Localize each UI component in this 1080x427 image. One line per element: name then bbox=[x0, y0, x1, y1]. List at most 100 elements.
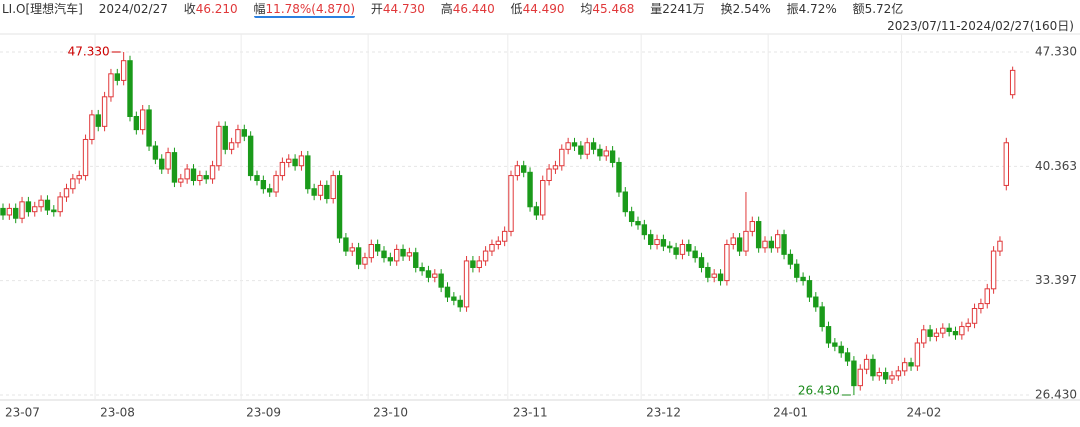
candle-body bbox=[32, 206, 38, 213]
candle-body bbox=[717, 273, 724, 282]
candle-body bbox=[51, 209, 57, 213]
candle-body bbox=[565, 142, 571, 150]
candle-body bbox=[13, 207, 19, 219]
candle-body bbox=[533, 206, 540, 216]
candle-body bbox=[101, 96, 108, 127]
candle-body bbox=[286, 158, 292, 163]
candle-body bbox=[800, 276, 806, 282]
candle-body bbox=[171, 152, 178, 183]
candle-body bbox=[400, 248, 406, 257]
candle-body bbox=[413, 252, 419, 268]
y-tick-label: 40.363 bbox=[1035, 159, 1077, 173]
candle-body bbox=[394, 248, 400, 262]
candle-body bbox=[419, 266, 425, 272]
candle-body bbox=[908, 362, 914, 367]
candle-body bbox=[946, 327, 952, 332]
candle-body bbox=[736, 237, 743, 252]
candle-body bbox=[247, 135, 254, 177]
candle-body bbox=[641, 224, 648, 236]
candle-body bbox=[514, 165, 521, 177]
candle-body bbox=[590, 142, 597, 150]
candle-body bbox=[781, 234, 787, 255]
candle-body bbox=[540, 180, 546, 216]
candle-body bbox=[292, 158, 298, 167]
x-tick-label: 24-01 bbox=[773, 406, 808, 420]
candle-body bbox=[628, 211, 635, 223]
candle-body bbox=[235, 129, 241, 144]
candle-body bbox=[482, 250, 489, 262]
candle-body bbox=[622, 191, 628, 213]
candle-body bbox=[63, 188, 70, 198]
value: 44.490 bbox=[522, 2, 565, 16]
candle-body bbox=[584, 142, 590, 155]
candle-body bbox=[819, 306, 825, 328]
candle-body bbox=[940, 327, 946, 334]
x-tick-label: 23-10 bbox=[373, 406, 408, 420]
candle-body bbox=[978, 303, 984, 310]
candle-body bbox=[330, 175, 336, 200]
min-annotation: 26.430 bbox=[798, 384, 840, 398]
candle-body bbox=[387, 257, 394, 262]
candle-body bbox=[241, 129, 248, 137]
candle-body bbox=[463, 260, 470, 308]
x-tick-label: 23-11 bbox=[513, 406, 548, 420]
candle-body bbox=[501, 230, 508, 242]
candle-body bbox=[146, 109, 152, 147]
value: 11.78%(4.870) bbox=[265, 2, 356, 16]
value: 46.440 bbox=[452, 2, 495, 16]
max-annotation: 47.330 bbox=[68, 45, 110, 59]
label: 额 bbox=[852, 2, 865, 16]
candle-body bbox=[222, 125, 228, 150]
value: 2241万 bbox=[662, 2, 705, 16]
candle-body bbox=[609, 150, 616, 163]
candle-body bbox=[616, 161, 622, 193]
candle-body bbox=[6, 207, 13, 216]
x-tick-label: 23-08 bbox=[100, 406, 135, 420]
candle-body bbox=[184, 168, 190, 180]
candle-body bbox=[895, 370, 902, 377]
candle-body bbox=[787, 253, 794, 265]
candle-body bbox=[825, 326, 832, 344]
candle-body bbox=[838, 345, 844, 354]
candle-body bbox=[324, 184, 330, 200]
candle-body bbox=[0, 207, 6, 216]
candle-body bbox=[902, 362, 908, 372]
candle-body bbox=[794, 263, 800, 278]
candle-body bbox=[997, 240, 1003, 252]
range-label: 2023/07/11-2024/02/27(160日) bbox=[887, 19, 1074, 33]
candle-body bbox=[133, 115, 140, 131]
label: 高 bbox=[440, 2, 453, 16]
candle-body bbox=[432, 273, 438, 278]
candle-body bbox=[851, 360, 857, 387]
candle-body bbox=[355, 247, 362, 265]
candle-body bbox=[648, 234, 654, 246]
candle-body bbox=[95, 114, 101, 127]
candle-body bbox=[959, 326, 965, 336]
candle-body bbox=[25, 201, 32, 213]
candle-body bbox=[521, 165, 527, 173]
candle-body bbox=[362, 257, 368, 265]
value: 46.210 bbox=[195, 2, 238, 16]
candle-body bbox=[489, 244, 495, 252]
candle-body bbox=[952, 330, 959, 336]
candle-body bbox=[597, 148, 603, 157]
candle-body bbox=[495, 240, 502, 246]
candle-body bbox=[381, 250, 387, 259]
candle-body bbox=[724, 244, 730, 282]
candle-body bbox=[863, 358, 870, 370]
candle-body bbox=[813, 296, 819, 308]
candle-body bbox=[654, 239, 660, 246]
value: 44.730 bbox=[382, 2, 425, 16]
candle-body bbox=[120, 60, 127, 81]
candle-body bbox=[57, 196, 63, 213]
label: 开 bbox=[370, 2, 383, 16]
candle-body bbox=[343, 237, 349, 252]
candle-body bbox=[425, 270, 432, 278]
candle-body bbox=[152, 145, 159, 160]
y-tick-label: 26.430 bbox=[1035, 388, 1077, 402]
candle-body bbox=[254, 175, 260, 182]
candle-body bbox=[311, 188, 317, 196]
x-tick-label: 23-09 bbox=[246, 406, 281, 420]
candle-body bbox=[775, 234, 781, 249]
